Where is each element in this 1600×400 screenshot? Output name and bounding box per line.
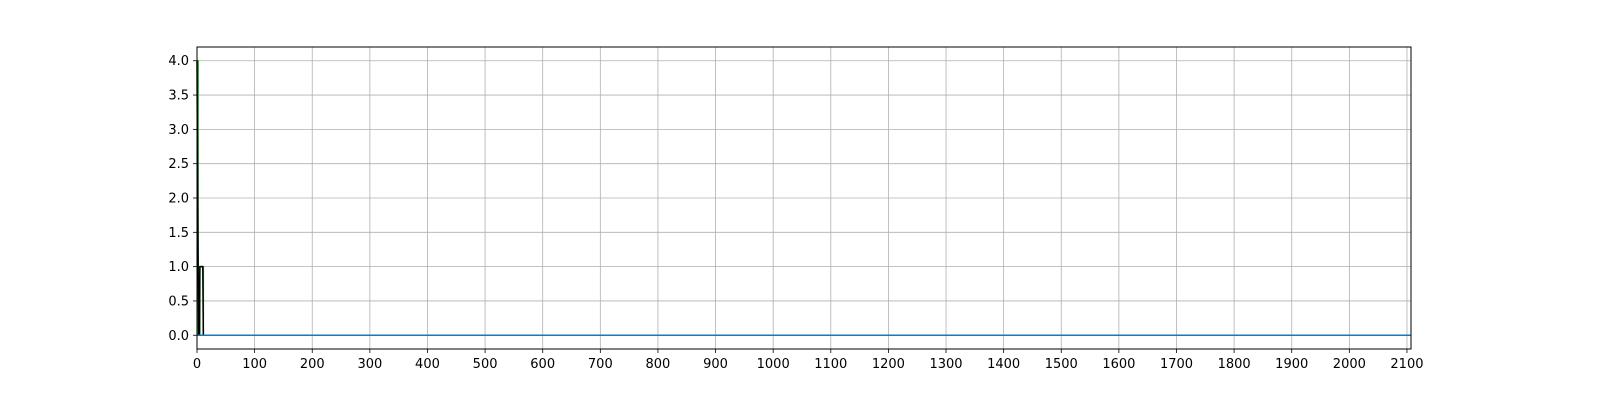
grid xyxy=(196,47,1411,349)
y-tick-label: 0.0 xyxy=(168,329,189,344)
y-tick-label: 2.5 xyxy=(168,157,189,172)
x-tick-label: 0 xyxy=(193,357,201,372)
x-tick-label: 900 xyxy=(703,357,728,372)
x-tick-label: 400 xyxy=(415,357,440,372)
x-tick-label: 1200 xyxy=(872,357,905,372)
y-tick-label: 0.5 xyxy=(168,294,189,309)
x-tick-label: 100 xyxy=(242,357,267,372)
x-tick-label: 1000 xyxy=(757,357,790,372)
x-tick-label: 1100 xyxy=(814,357,847,372)
x-tick-label: 1600 xyxy=(1102,357,1135,372)
x-tick-label: 300 xyxy=(357,357,382,372)
x-tick-label: 2000 xyxy=(1333,357,1366,372)
y-tick-label: 3.5 xyxy=(168,89,189,104)
x-tick-label: 1500 xyxy=(1045,357,1078,372)
y-tick-label: 4.0 xyxy=(168,54,189,69)
x-tick-label: 200 xyxy=(300,357,325,372)
x-tick-label: 500 xyxy=(473,357,498,372)
x-tick-label: 1700 xyxy=(1160,357,1193,372)
x-tick-label: 2100 xyxy=(1390,357,1423,372)
x-tick-label: 1800 xyxy=(1218,357,1251,372)
x-axis: 0 100 200 300 400 500 600 700 800 900 1000 1100 1200… xyxy=(193,349,1424,372)
y-tick-label: 1.5 xyxy=(168,226,189,241)
x-tick-label: 700 xyxy=(588,357,613,372)
series-layer xyxy=(196,59,1411,337)
y-tick-label: 3.0 xyxy=(168,123,189,138)
y-tick-label: 1.0 xyxy=(168,260,189,275)
x-tick-label: 600 xyxy=(530,357,555,372)
x-tick-label: 1300 xyxy=(929,357,962,372)
x-tick-label: 1400 xyxy=(987,357,1020,372)
series-line-2 xyxy=(196,60,1411,337)
x-tick-label: 800 xyxy=(646,357,671,372)
y-tick-label: 2.0 xyxy=(168,192,189,207)
x-tick-label: 1900 xyxy=(1275,357,1308,372)
y-axis: 0.0 0.5 1.0 1.5 2.0 2.5 3.0 3.5 4.0 xyxy=(168,54,197,344)
